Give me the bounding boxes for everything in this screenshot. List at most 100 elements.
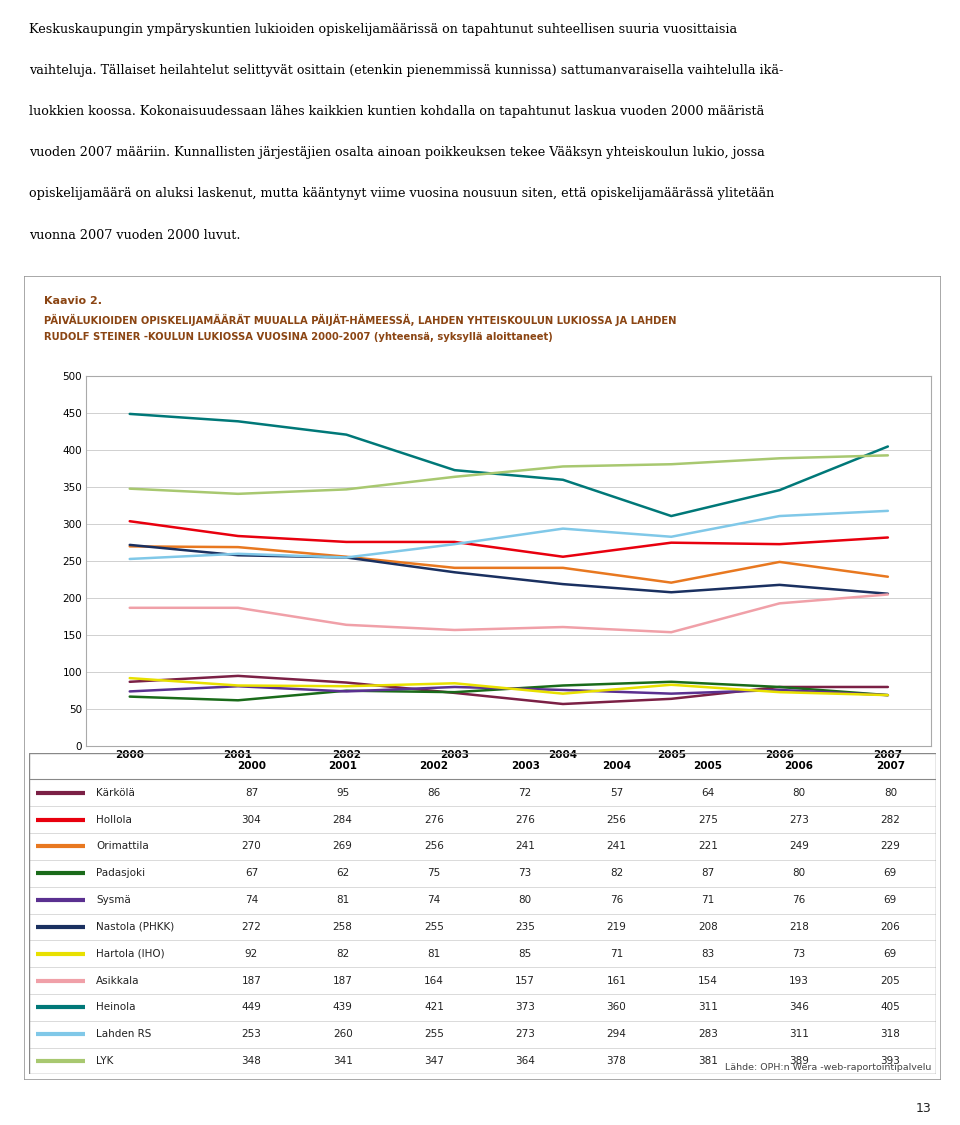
Text: 235: 235	[516, 921, 535, 932]
Text: 2000: 2000	[237, 760, 266, 771]
Text: 347: 347	[424, 1056, 444, 1066]
Text: 205: 205	[880, 975, 900, 986]
Text: 85: 85	[518, 948, 532, 958]
Text: 2004: 2004	[602, 760, 631, 771]
Text: 95: 95	[336, 788, 349, 798]
Text: 389: 389	[789, 1056, 809, 1066]
Text: 269: 269	[333, 842, 352, 852]
Text: 2001: 2001	[328, 760, 357, 771]
Text: 284: 284	[333, 814, 352, 825]
Text: 241: 241	[607, 842, 627, 852]
Text: 164: 164	[424, 975, 444, 986]
Text: 73: 73	[792, 948, 805, 958]
Text: 2003: 2003	[511, 760, 540, 771]
Text: vaihteluja. Tällaiset heilahtelut selittyvät osittain (etenkin pienemmissä kunni: vaihteluja. Tällaiset heilahtelut selitt…	[29, 64, 783, 76]
Text: 272: 272	[242, 921, 261, 932]
Text: 221: 221	[698, 842, 718, 852]
Text: 57: 57	[610, 788, 623, 798]
Text: 276: 276	[516, 814, 535, 825]
Text: 80: 80	[518, 896, 532, 906]
Text: 276: 276	[424, 814, 444, 825]
Text: 87: 87	[245, 788, 258, 798]
Text: 348: 348	[242, 1056, 261, 1066]
Text: 393: 393	[880, 1056, 900, 1066]
Text: 86: 86	[427, 788, 441, 798]
Text: 206: 206	[880, 921, 900, 932]
Text: 82: 82	[610, 868, 623, 879]
Text: LYK: LYK	[96, 1056, 113, 1066]
Text: 218: 218	[789, 921, 809, 932]
Text: 421: 421	[424, 1002, 444, 1012]
Text: 270: 270	[242, 842, 261, 852]
Text: 74: 74	[427, 896, 441, 906]
Text: 76: 76	[792, 896, 805, 906]
Text: 67: 67	[245, 868, 258, 879]
Text: 311: 311	[698, 1002, 718, 1012]
Text: 255: 255	[424, 1029, 444, 1040]
Text: Asikkala: Asikkala	[96, 975, 139, 986]
Text: 72: 72	[518, 788, 532, 798]
Text: 360: 360	[607, 1002, 626, 1012]
Text: RUDOLF STEINER -KOULUN LUKIOSSA VUOSINA 2000-2007 (yhteensä, syksyllä aloittanee: RUDOLF STEINER -KOULUN LUKIOSSA VUOSINA …	[44, 332, 553, 342]
Text: 2002: 2002	[420, 760, 448, 771]
Text: 405: 405	[880, 1002, 900, 1012]
Text: 13: 13	[916, 1101, 931, 1115]
Text: 256: 256	[607, 814, 627, 825]
Text: 161: 161	[607, 975, 627, 986]
Text: 62: 62	[336, 868, 349, 879]
Text: 275: 275	[698, 814, 718, 825]
Text: vuonna 2007 vuoden 2000 luvut.: vuonna 2007 vuoden 2000 luvut.	[29, 228, 240, 242]
Text: 64: 64	[701, 788, 714, 798]
Text: 229: 229	[880, 842, 900, 852]
Text: 341: 341	[333, 1056, 352, 1066]
Text: 249: 249	[789, 842, 809, 852]
Text: 75: 75	[427, 868, 441, 879]
Text: 256: 256	[424, 842, 444, 852]
Text: 304: 304	[242, 814, 261, 825]
Text: 2006: 2006	[784, 760, 813, 771]
Text: 81: 81	[336, 896, 349, 906]
Text: 80: 80	[793, 788, 805, 798]
Text: Keskuskaupungin ympäryskuntien lukioiden opiskelijamäärissä on tapahtunut suhtee: Keskuskaupungin ympäryskuntien lukioiden…	[29, 22, 737, 36]
Text: 154: 154	[698, 975, 718, 986]
Text: luokkien koossa. Kokonaisuudessaan lähes kaikkien kuntien kohdalla on tapahtunut: luokkien koossa. Kokonaisuudessaan lähes…	[29, 105, 764, 118]
Text: 71: 71	[610, 948, 623, 958]
Text: 311: 311	[789, 1029, 809, 1040]
Text: 282: 282	[880, 814, 900, 825]
Text: 80: 80	[884, 788, 897, 798]
Text: 364: 364	[516, 1056, 535, 1066]
Text: 255: 255	[424, 921, 444, 932]
Text: 241: 241	[516, 842, 535, 852]
Text: Nastola (PHKK): Nastola (PHKK)	[96, 921, 175, 932]
Text: Kärkölä: Kärkölä	[96, 788, 135, 798]
Text: Lähde: OPH:n Wera -web-raportointipalvelu: Lähde: OPH:n Wera -web-raportointipalvel…	[725, 1063, 931, 1072]
Text: 346: 346	[789, 1002, 809, 1012]
Text: 69: 69	[884, 896, 897, 906]
Text: 373: 373	[516, 1002, 535, 1012]
Text: vuoden 2007 määriin. Kunnallisten järjestäjien osalta ainoan poikkeuksen tekee V: vuoden 2007 määriin. Kunnallisten järjes…	[29, 146, 764, 160]
Text: PÄIVÄLUKIOIDEN OPISKELIJAMÄÄRÄT MUUALLA PÄIJÄT-HÄMEESSÄ, LAHDEN YHTEISKOULUN LUK: PÄIVÄLUKIOIDEN OPISKELIJAMÄÄRÄT MUUALLA …	[44, 314, 677, 325]
Text: Hartola (IHO): Hartola (IHO)	[96, 948, 165, 958]
Text: 187: 187	[333, 975, 352, 986]
Text: 253: 253	[242, 1029, 261, 1040]
Text: Sysmä: Sysmä	[96, 896, 131, 906]
Text: Heinola: Heinola	[96, 1002, 135, 1012]
Text: 83: 83	[701, 948, 714, 958]
Text: 378: 378	[607, 1056, 627, 1066]
Text: 69: 69	[884, 948, 897, 958]
Text: 318: 318	[880, 1029, 900, 1040]
Text: 273: 273	[789, 814, 809, 825]
Text: 449: 449	[242, 1002, 261, 1012]
Text: 258: 258	[333, 921, 352, 932]
Text: 219: 219	[607, 921, 627, 932]
Text: 187: 187	[242, 975, 261, 986]
Text: 87: 87	[701, 868, 714, 879]
Text: 294: 294	[607, 1029, 627, 1040]
Text: opiskelijamäärä on aluksi laskenut, mutta kääntynyt viime vuosina nousuun siten,: opiskelijamäärä on aluksi laskenut, mutt…	[29, 188, 774, 200]
Text: 381: 381	[698, 1056, 718, 1066]
Text: 208: 208	[698, 921, 718, 932]
Text: 2005: 2005	[693, 760, 722, 771]
Text: Orimattila: Orimattila	[96, 842, 149, 852]
Text: 283: 283	[698, 1029, 718, 1040]
Text: 71: 71	[701, 896, 714, 906]
